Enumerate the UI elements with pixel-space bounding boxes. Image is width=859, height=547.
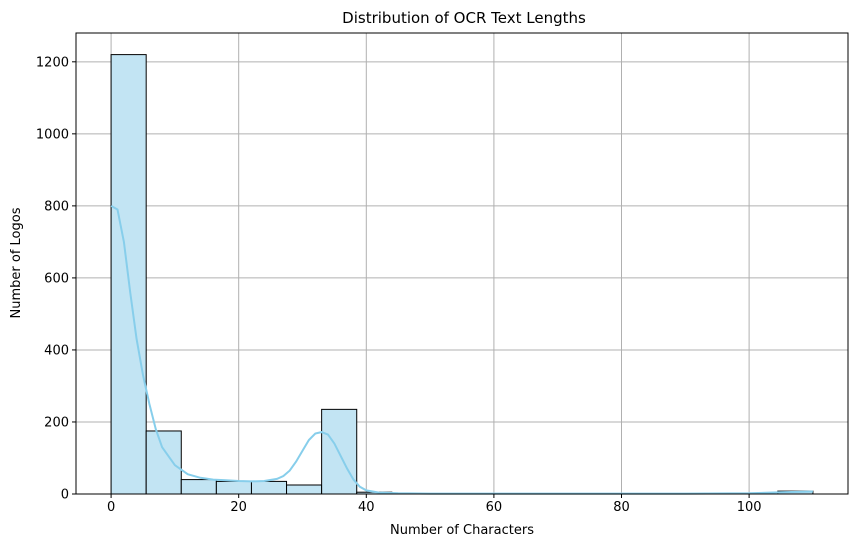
x-axis-ticks: 0 20 40 60 80 100 [107, 494, 762, 515]
x-tick-label: 100 [737, 500, 762, 515]
x-tick-label: 20 [230, 500, 247, 515]
x-tick-label: 0 [107, 500, 115, 515]
bars [110, 54, 814, 495]
y-tick-label: 0 [61, 488, 69, 503]
y-axis-label: Number of Logos [9, 207, 24, 318]
y-tick-label: 400 [44, 343, 69, 358]
x-tick-label: 80 [613, 500, 630, 515]
histogram-bar [286, 484, 323, 495]
plot-frame [75, 32, 849, 495]
chart-title: Distribution of OCR Text Lengths [342, 9, 586, 27]
y-tick-label: 1000 [36, 127, 69, 142]
y-tick-label: 600 [44, 271, 69, 286]
y-tick-label: 800 [44, 199, 69, 214]
histogram-bar [180, 479, 217, 495]
y-tick-label: 1200 [36, 55, 69, 70]
grid [76, 33, 848, 495]
x-tick-label: 60 [486, 500, 503, 515]
x-tick-label: 40 [358, 500, 375, 515]
histogram-bar [250, 480, 288, 495]
histogram-bar [215, 480, 252, 495]
y-tick-label: 200 [44, 415, 69, 430]
histogram-bar [145, 430, 182, 495]
x-axis-label: Number of Characters [390, 523, 534, 538]
y-axis-ticks: 0 200 400 600 800 1000 1200 [36, 55, 76, 503]
